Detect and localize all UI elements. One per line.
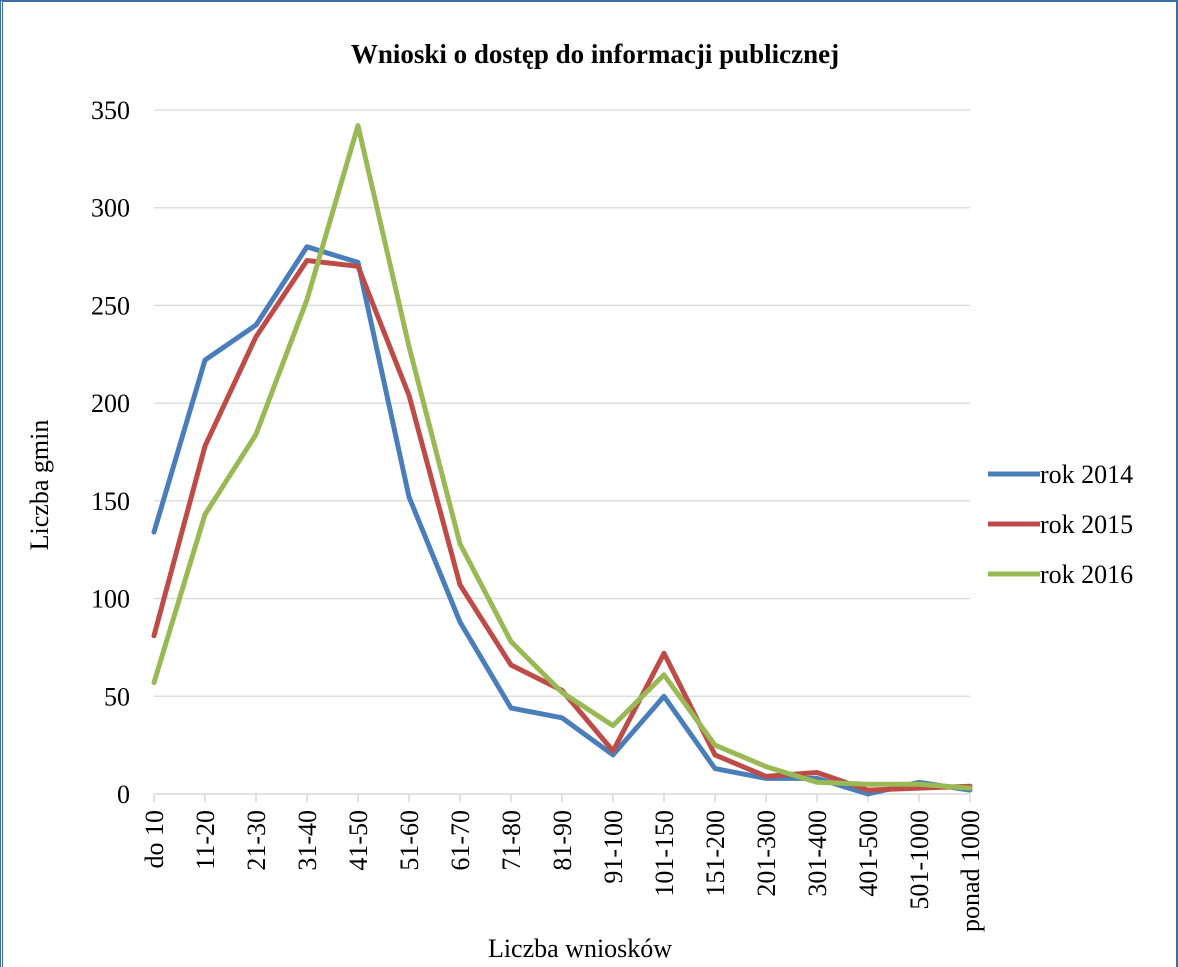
x-axis-label: Liczba wniosków: [488, 934, 672, 963]
y-tick-label: 100: [91, 585, 130, 614]
series-lines: [151, 123, 973, 797]
legend: rok 2014 rok 2015 rok 2016: [988, 460, 1133, 589]
chart-title: Wnioski o dostęp do informacji publiczne…: [351, 39, 839, 69]
y-tick-label: 50: [104, 682, 130, 711]
x-tick-label: 401-500: [854, 810, 883, 897]
x-tick-label: 11-20: [191, 810, 220, 870]
y-tick-label: 300: [91, 194, 130, 223]
x-axis-ticks: do 10 11-20 21-30 31-40 41-50 51-60 61-70 71-80…: [140, 794, 985, 932]
y-axis-label: Liczba gmin: [25, 420, 54, 551]
x-tick-label: do 10: [140, 810, 169, 869]
x-tick-label: 51-60: [395, 810, 424, 871]
x-tick-label: 41-50: [344, 810, 373, 871]
y-tick-label: 250: [91, 291, 130, 320]
x-tick-label: 101-150: [650, 810, 679, 897]
x-tick-label: 71-80: [497, 810, 526, 871]
y-tick-label: 200: [91, 389, 130, 418]
series-line: [151, 244, 973, 797]
legend-label: rok 2015: [1040, 510, 1133, 539]
x-tick-label: ponad 1000: [956, 810, 985, 932]
x-tick-label: 301-400: [803, 810, 832, 897]
y-tick-label: 150: [91, 487, 130, 516]
x-tick-label: 501-1000: [905, 810, 934, 910]
series-line: [151, 258, 973, 793]
x-tick-label: 201-300: [752, 810, 781, 897]
gridlines: [154, 109, 970, 697]
x-tick-label: 91-100: [599, 810, 628, 884]
legend-label: rok 2014: [1040, 460, 1133, 489]
legend-label: rok 2016: [1040, 560, 1133, 589]
y-axis-ticks: 0 50 100 150 200 250 300 350: [91, 96, 130, 809]
series-line: [151, 123, 973, 791]
x-tick-label: 31-40: [293, 810, 322, 871]
x-tick-label: 61-70: [446, 810, 475, 871]
x-tick-label: 151-200: [701, 810, 730, 897]
y-tick-label: 350: [91, 96, 130, 125]
y-tick-label: 0: [117, 780, 130, 809]
x-tick-label: 21-30: [242, 810, 271, 871]
x-tick-label: 81-90: [548, 810, 577, 871]
